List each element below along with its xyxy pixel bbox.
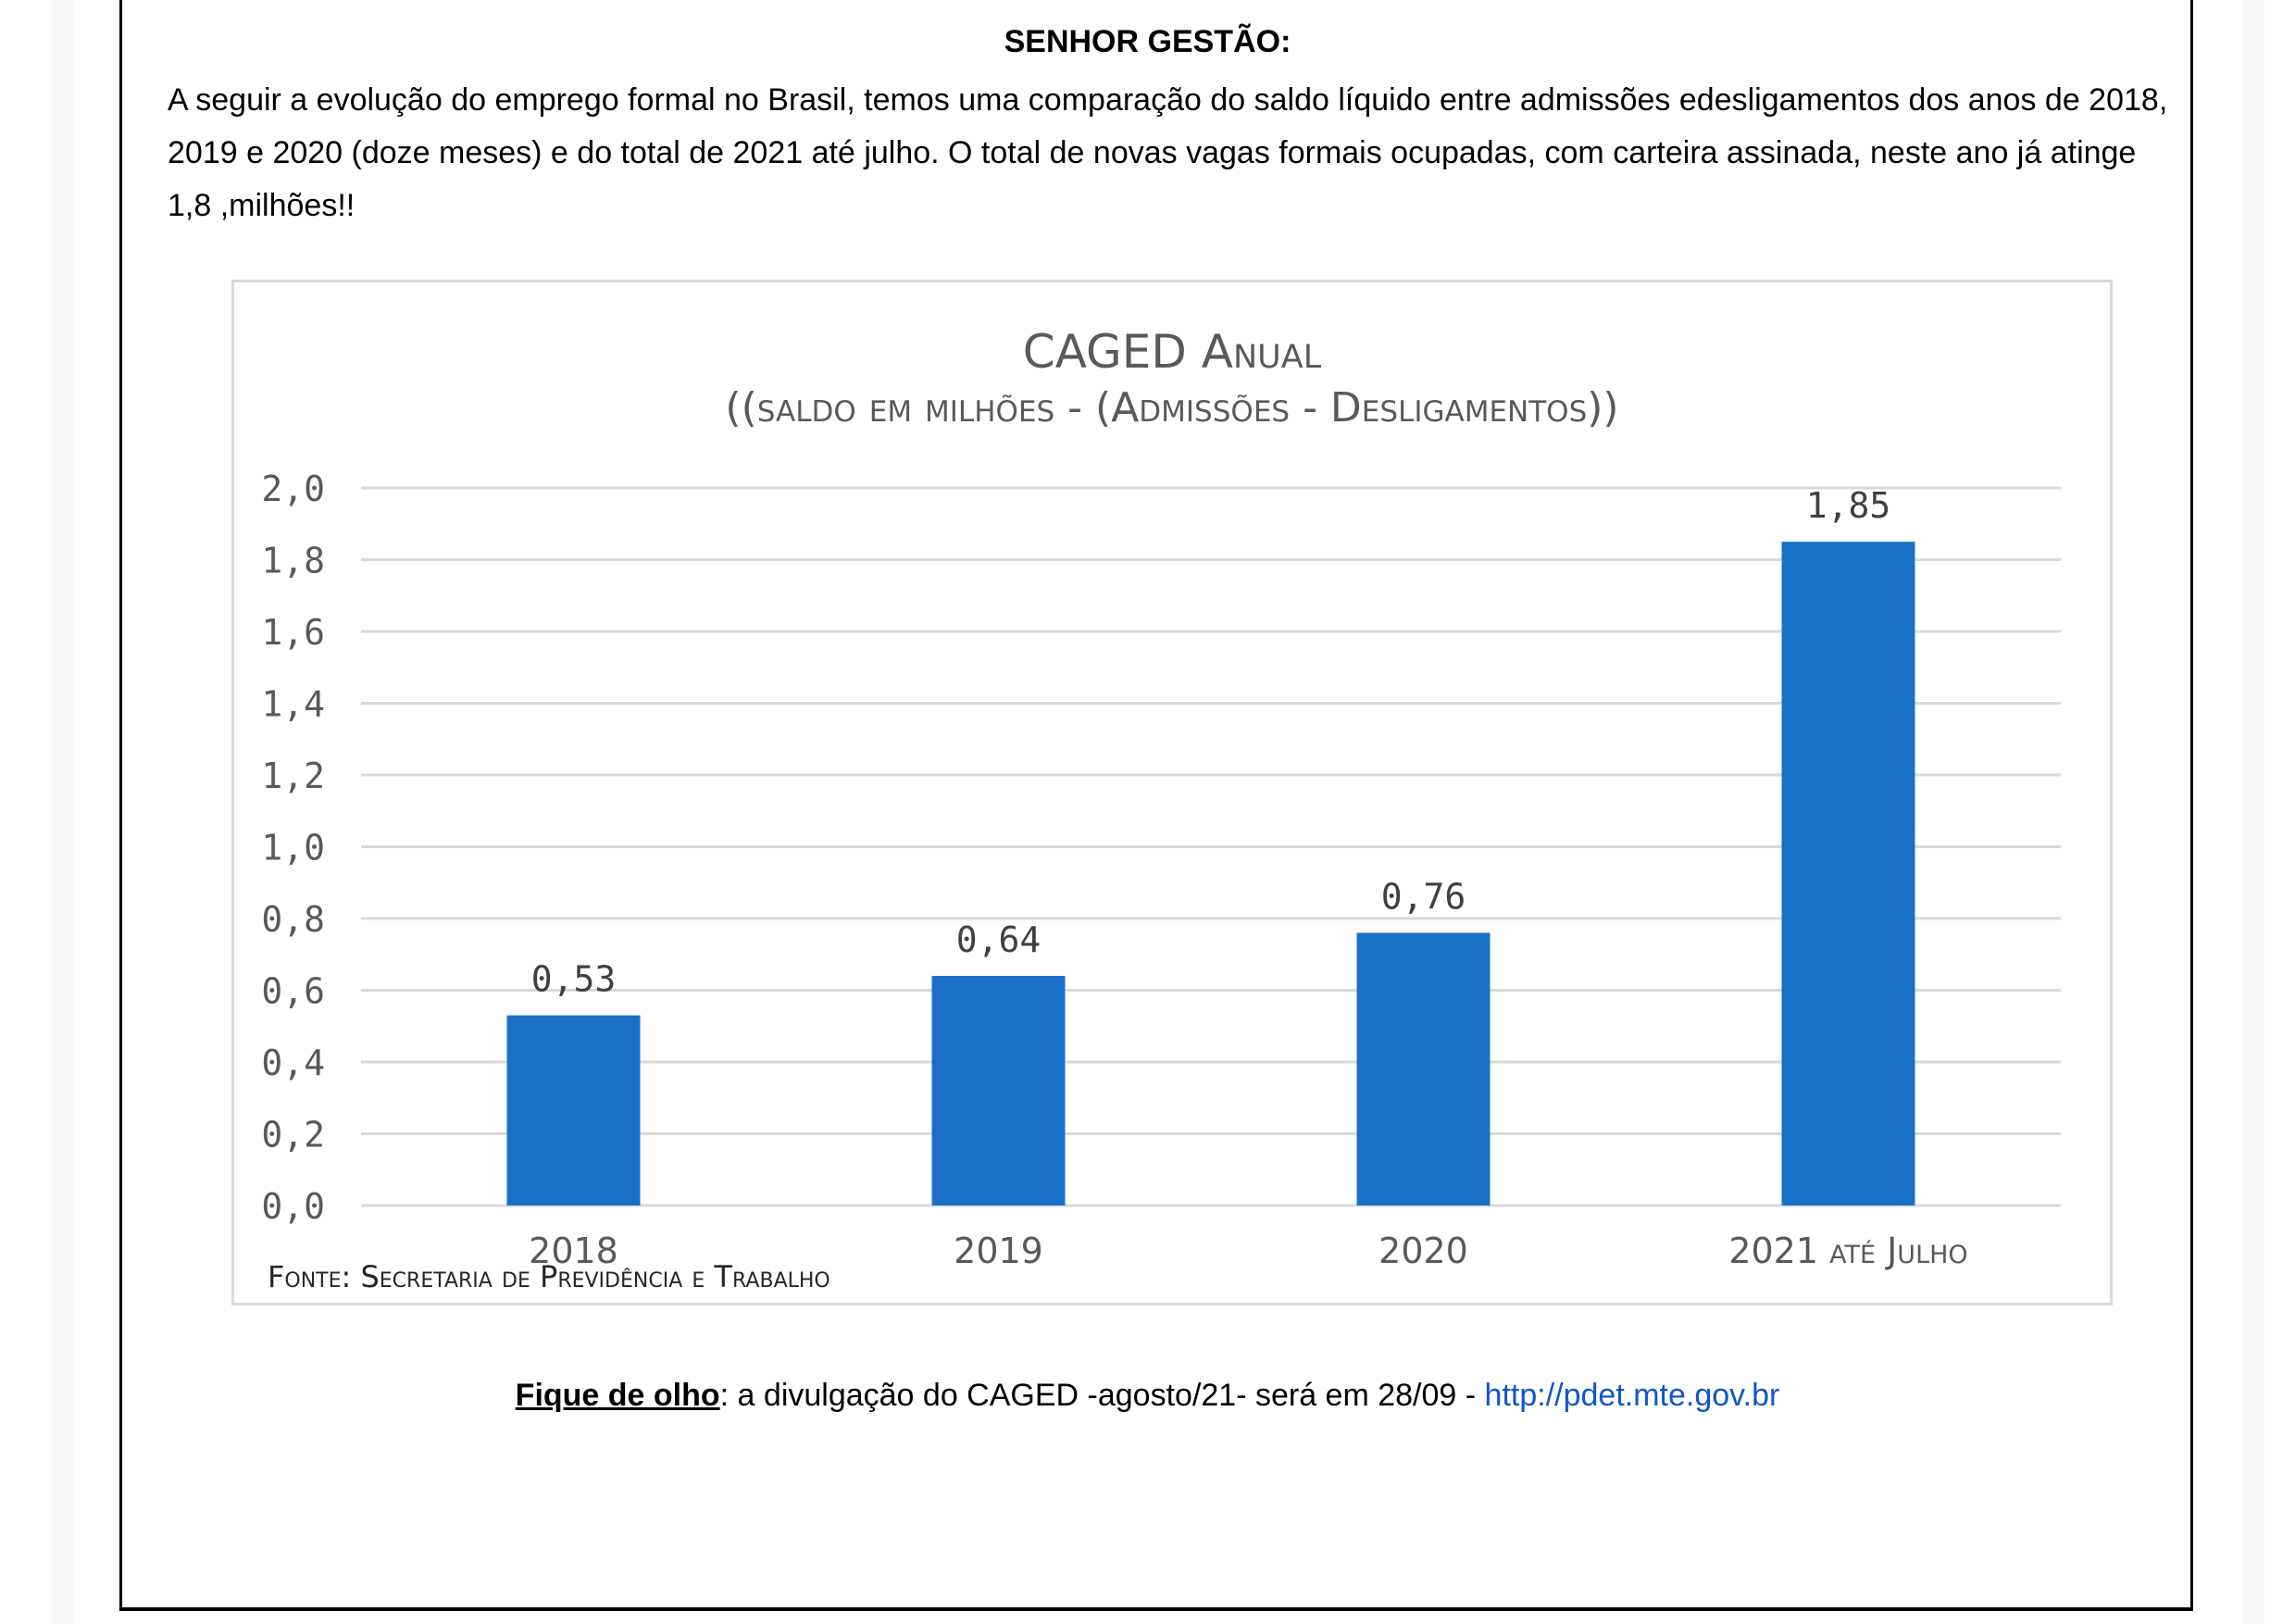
chart-subtitle: ((saldo em milhões - (Admissões - Deslig… bbox=[725, 384, 1619, 431]
bar bbox=[506, 1015, 641, 1206]
data-label: 0,76 bbox=[1381, 877, 1466, 918]
data-label: 1,85 bbox=[1806, 485, 1891, 526]
y-tick-label: 0,8 bbox=[261, 899, 325, 940]
x-tick-label: 2018 bbox=[529, 1230, 618, 1271]
y-tick-label: 0,2 bbox=[261, 1115, 325, 1156]
y-tick-label: 0,6 bbox=[261, 971, 325, 1012]
x-tick-label: 2020 bbox=[1378, 1230, 1468, 1271]
x-tick-label: 2019 bbox=[954, 1230, 1043, 1271]
y-tick-label: 2,0 bbox=[261, 468, 325, 509]
data-label: 0,64 bbox=[956, 919, 1041, 960]
intro-paragraph: A seguir a evolução do emprego formal no… bbox=[168, 82, 2168, 223]
pdet-link[interactable]: http://pdet.mte.gov.br bbox=[1484, 1378, 1780, 1413]
y-tick-label: 0,4 bbox=[261, 1043, 325, 1083]
footer-note: Fique de olho: a divulgação do CAGED -ag… bbox=[0, 1378, 2295, 1414]
y-tick-label: 1,6 bbox=[261, 612, 325, 653]
chart-source: Fonte: Secretaria de Previdência e Traba… bbox=[268, 1259, 830, 1294]
data-label: 0,53 bbox=[531, 959, 617, 1000]
right-margin-strip bbox=[2242, 0, 2264, 1624]
chart-container: CAGED Anual ((saldo em milhões - (Admiss… bbox=[231, 280, 2113, 1305]
document-heading: SENHOR GESTÃO: bbox=[1004, 24, 1291, 59]
y-tick-label: 1,2 bbox=[261, 756, 325, 796]
document-frame bbox=[119, 0, 2193, 1611]
bar bbox=[1356, 932, 1491, 1206]
y-tick-label: 1,0 bbox=[261, 828, 325, 868]
footer-emphasis: Fique de olho bbox=[515, 1378, 720, 1413]
footer-text: : a divulgação do CAGED -agosto/21- será… bbox=[719, 1378, 1485, 1413]
y-tick-label: 0,0 bbox=[261, 1186, 325, 1227]
bar-chart: 0,0 0,2 0,4 0,6 0,8 1,0 1,2 1,4 1,6 1,8 2,0 0,53 201… bbox=[261, 468, 2061, 1271]
bar bbox=[1781, 542, 1915, 1206]
chart-title: CAGED Anual bbox=[1022, 325, 1322, 379]
left-margin-strip bbox=[52, 0, 74, 1624]
y-tick-label: 1,4 bbox=[261, 684, 325, 725]
bar bbox=[931, 976, 1066, 1206]
x-tick-label: 2021 até Julho bbox=[1728, 1230, 1967, 1271]
y-tick-label: 1,8 bbox=[261, 541, 325, 581]
